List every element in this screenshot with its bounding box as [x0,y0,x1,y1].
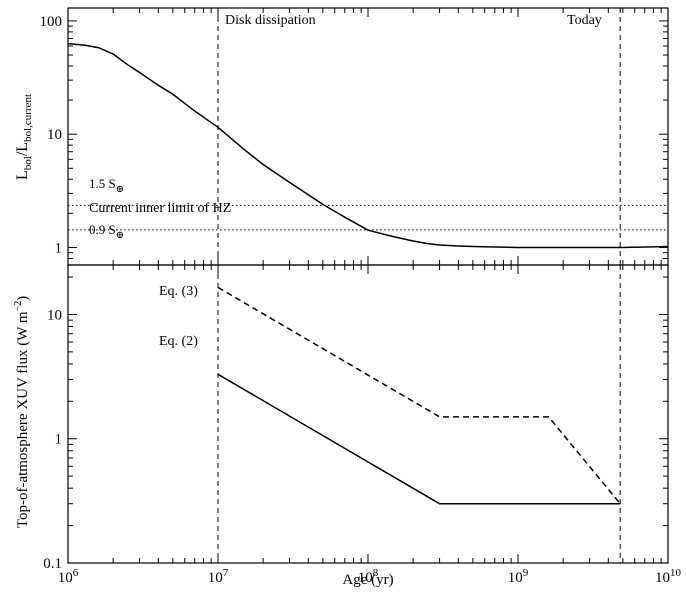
hz-upper-label-text: 1.5 S [89,176,116,191]
x-tick-label-base: 10 [58,570,73,586]
top-plot-frame [67,7,669,266]
luminosity-curve [67,42,669,249]
eq3-label: Eq. (3) [159,284,198,299]
x-tick-label-base: 10 [208,570,223,586]
x-tick-label: 106 [58,567,79,586]
x-tick-label: 109 [508,567,529,586]
bottom-ylabel-end: ) [15,296,31,301]
bottom-y-axis-label: Top-of-atmosphere XUV flux (W m−2) [13,296,31,528]
bottom-ylabel-sup: −2 [13,301,24,312]
hz-upper-label: 1.5 S⊕ [89,176,124,195]
earth-symbol-upper: ⊕ [116,184,124,195]
x-tick-label-base: 10 [508,570,523,586]
top-ylabel-main: L [14,170,31,180]
bottom-ylabel-text: Top-of-atmosphere XUV flux (W m [15,311,31,528]
top-y-tick-labels: 1 10 100 [40,14,63,257]
hz-lower-label-text: 0.9 S [89,222,116,237]
eq3-xuv-curve [217,286,621,505]
top-ylabel-sub2: bol,current [22,94,34,142]
bottom-x-tick-labels: 106 107 108 109 1010 [58,567,682,586]
x-tick-label-exponent: 7 [223,567,229,579]
top-y-tick-label: 10 [47,127,62,143]
top-y-axis-label: Lbol/Lbol,current [14,94,34,180]
eq2-xuv-curve [217,373,621,505]
bottom-y-tick-label: 10 [47,307,62,323]
x-tick-label-exponent: 9 [523,567,529,579]
top-y-tick-label: 100 [40,14,63,30]
disk-dissipation-label: Disk dissipation [225,13,316,28]
top-y-tick-label: 1 [55,240,63,256]
hz-lower-label: 0.9 S⊕ [89,222,124,241]
bottom-ticks [67,265,669,564]
x-tick-label-base: 10 [358,570,373,586]
x-tick-label: 107 [208,567,229,586]
x-tick-label: 108 [358,567,379,586]
top-ticks [67,8,669,266]
x-tick-label-exponent: 8 [373,567,379,579]
x-axis-label: Age (yr) [342,572,393,588]
x-tick-label: 1010 [655,567,682,586]
x-tick-label-exponent: 10 [670,567,682,579]
hz-inner-limit-label: Current inner limit of HZ [89,201,231,216]
top-panel: 1 10 100 Lbol/Lbol,current Disk dissipatio… [14,7,669,266]
bottom-event-lines [217,265,621,563]
today-label: Today [567,13,602,28]
top-ylabel-sub1: bol [22,156,34,170]
x-tick-label-exponent: 6 [73,567,79,579]
bottom-y-tick-labels: 0.1 1 10 [43,307,62,572]
bottom-y-tick-label: 0.1 [43,556,62,572]
earth-symbol-lower: ⊕ [116,230,124,241]
bottom-plot-frame [67,264,669,564]
eq2-label: Eq. (2) [159,334,198,349]
bottom-y-tick-label: 1 [55,432,63,448]
bottom-series [217,286,621,505]
top-event-lines [217,8,621,265]
x-tick-label-base: 10 [655,570,670,586]
top-series [67,42,669,249]
top-ylabel-mid: /L [14,142,31,156]
